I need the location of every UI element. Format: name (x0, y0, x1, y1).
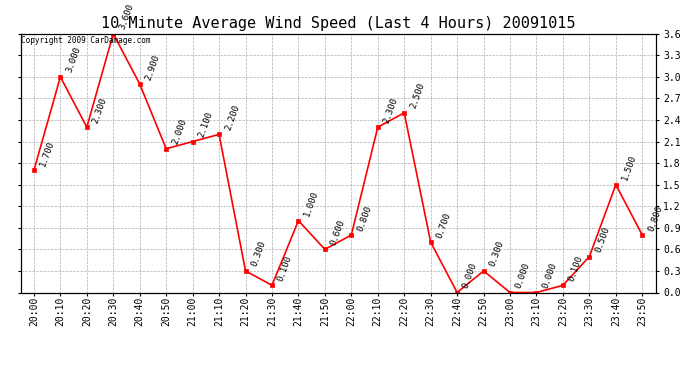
Text: 0.800: 0.800 (355, 204, 373, 232)
Text: 0.800: 0.800 (647, 204, 664, 232)
Text: 0.600: 0.600 (329, 218, 346, 247)
Text: 0.000: 0.000 (541, 261, 558, 290)
Text: 2.300: 2.300 (91, 96, 108, 124)
Text: 0.300: 0.300 (250, 240, 267, 268)
Text: 2.300: 2.300 (382, 96, 400, 124)
Text: 0.000: 0.000 (462, 261, 479, 290)
Text: 0.700: 0.700 (435, 211, 453, 239)
Text: 2.900: 2.900 (144, 53, 161, 81)
Text: 0.300: 0.300 (488, 240, 505, 268)
Text: 0.100: 0.100 (567, 254, 584, 282)
Text: Copyright 2009 CarDamage.com: Copyright 2009 CarDamage.com (21, 36, 151, 45)
Text: 0.100: 0.100 (276, 254, 294, 282)
Text: 2.200: 2.200 (224, 103, 241, 132)
Text: 1.700: 1.700 (38, 139, 56, 168)
Text: 1.500: 1.500 (620, 154, 638, 182)
Title: 10 Minute Average Wind Speed (Last 4 Hours) 20091015: 10 Minute Average Wind Speed (Last 4 Hou… (101, 16, 575, 31)
Text: 3.600: 3.600 (117, 3, 135, 31)
Text: 2.500: 2.500 (408, 82, 426, 110)
Text: 0.000: 0.000 (514, 261, 532, 290)
Text: 1.000: 1.000 (303, 189, 320, 218)
Text: 0.500: 0.500 (593, 225, 611, 254)
Text: 2.100: 2.100 (197, 111, 215, 139)
Text: 3.000: 3.000 (65, 46, 82, 74)
Text: 2.000: 2.000 (170, 118, 188, 146)
